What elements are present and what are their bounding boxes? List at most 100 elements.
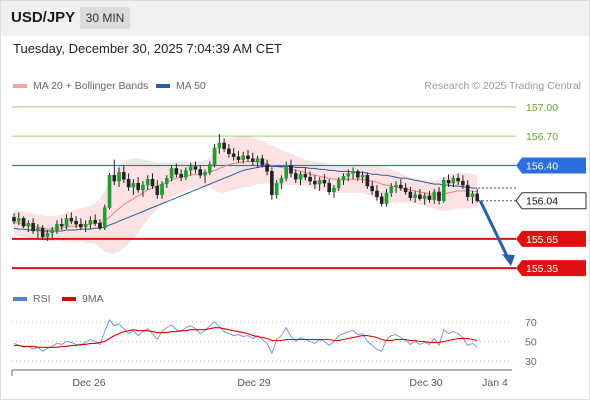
candle-51 bbox=[255, 155, 260, 168]
x-tick-label-1: Dec 29 bbox=[237, 377, 270, 389]
candle-56 bbox=[279, 175, 284, 189]
candle-body bbox=[184, 170, 188, 178]
candle-11 bbox=[64, 214, 69, 230]
candle-body bbox=[317, 179, 322, 185]
candle-body bbox=[74, 221, 78, 225]
candle-80 bbox=[394, 181, 398, 193]
candle-61 bbox=[303, 167, 308, 181]
candle-body bbox=[260, 158, 265, 165]
candle-body bbox=[451, 178, 456, 184]
candle-17 bbox=[93, 214, 97, 227]
candle-48 bbox=[241, 151, 246, 164]
level-label-4: 155.35 bbox=[526, 263, 558, 275]
candle-body bbox=[384, 192, 389, 204]
candle-88 bbox=[432, 188, 437, 204]
rsi-ma9-line bbox=[14, 327, 478, 348]
candle-54 bbox=[270, 167, 274, 200]
candle-body bbox=[341, 176, 346, 181]
candle-body bbox=[107, 175, 112, 208]
legend-ma50: MA 50 bbox=[156, 80, 206, 92]
candle-92 bbox=[451, 175, 456, 188]
candle-body bbox=[389, 186, 394, 194]
candle-60 bbox=[298, 171, 303, 186]
candle-body bbox=[303, 174, 308, 178]
candle-body bbox=[112, 175, 117, 182]
candle-body bbox=[236, 156, 241, 160]
candle-15 bbox=[83, 220, 88, 232]
candle-89 bbox=[437, 187, 441, 205]
candle-76 bbox=[375, 185, 379, 201]
candle-81 bbox=[399, 179, 403, 191]
candle-27 bbox=[141, 181, 145, 197]
candle-72 bbox=[356, 169, 360, 182]
candle-body bbox=[403, 187, 408, 193]
candle-body bbox=[227, 148, 231, 154]
candle-body bbox=[165, 178, 169, 185]
current-price-tag bbox=[515, 192, 587, 210]
candle-91 bbox=[446, 174, 451, 188]
candle-53 bbox=[265, 159, 269, 176]
candle-body bbox=[160, 183, 164, 196]
candle-body bbox=[422, 195, 427, 199]
candle-43 bbox=[217, 134, 222, 154]
ma50-swatch bbox=[156, 84, 170, 89]
candle-23 bbox=[122, 165, 126, 184]
candle-5 bbox=[36, 224, 40, 238]
candle-body bbox=[327, 182, 331, 193]
symbol-title: USD/JPY bbox=[11, 9, 76, 26]
candle-body bbox=[69, 218, 74, 222]
candle-59 bbox=[293, 169, 298, 184]
candle-45 bbox=[227, 143, 231, 158]
candle-body bbox=[441, 179, 446, 201]
candle-body bbox=[279, 178, 284, 184]
candle-94 bbox=[461, 175, 465, 189]
candle-6 bbox=[40, 225, 45, 240]
candle-62 bbox=[308, 171, 312, 186]
candle-body bbox=[83, 223, 88, 228]
rsi-tick-label-0: 70 bbox=[525, 317, 537, 329]
rsi-swatch bbox=[13, 297, 27, 302]
candle-65 bbox=[322, 174, 327, 188]
candle-19 bbox=[102, 204, 107, 231]
candle-55 bbox=[274, 180, 279, 199]
candle-body bbox=[250, 158, 255, 162]
candle-body bbox=[102, 207, 107, 229]
candle-82 bbox=[403, 183, 408, 195]
candle-35 bbox=[179, 169, 183, 182]
timeframe-button[interactable]: 30 MIN bbox=[80, 7, 130, 29]
candle-38 bbox=[193, 161, 198, 174]
candle-body bbox=[289, 165, 293, 174]
credit-text: Research © 2025 Trading Central bbox=[424, 80, 581, 92]
ma20-label: MA 20 + Bollinger Bands bbox=[33, 80, 149, 92]
candle-body bbox=[31, 222, 35, 232]
candle-85 bbox=[418, 188, 422, 201]
candle-body bbox=[231, 153, 236, 157]
candle-30 bbox=[155, 180, 160, 199]
candle-body bbox=[217, 142, 222, 149]
candle-body bbox=[255, 158, 260, 162]
candle-body bbox=[136, 182, 140, 191]
candle-2 bbox=[21, 216, 26, 229]
candle-40 bbox=[203, 169, 207, 184]
candle-body bbox=[470, 193, 475, 197]
candle-body bbox=[98, 222, 102, 229]
candle-58 bbox=[289, 159, 293, 178]
candle-body bbox=[126, 178, 131, 188]
candle-33 bbox=[169, 165, 174, 182]
candle-body bbox=[351, 171, 355, 174]
candle-25 bbox=[131, 179, 136, 195]
candle-body bbox=[308, 177, 312, 182]
level-label-1: 156.70 bbox=[526, 131, 558, 143]
candle-body bbox=[370, 185, 374, 192]
rsi-label: RSI bbox=[33, 293, 51, 305]
current-price-label: 156.04 bbox=[526, 196, 558, 208]
candle-7 bbox=[45, 230, 50, 241]
level-tag-3 bbox=[516, 230, 586, 247]
candle-body bbox=[21, 218, 26, 227]
forecast-arrow-shaft bbox=[478, 200, 511, 261]
rsi-line bbox=[13, 319, 478, 355]
candle-body bbox=[346, 173, 351, 177]
candle-body bbox=[394, 184, 398, 188]
candle-86 bbox=[422, 192, 427, 205]
candle-body bbox=[293, 173, 298, 180]
